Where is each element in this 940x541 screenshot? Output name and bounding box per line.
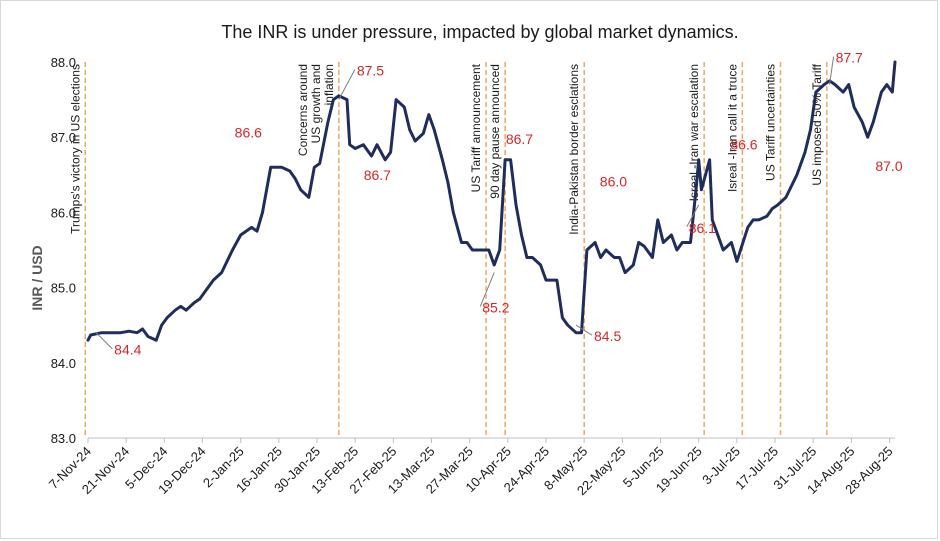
y-tick-label: 84.0 [51, 356, 76, 371]
data-label: 86.0 [600, 173, 627, 189]
data-label: 86.6 [235, 124, 262, 140]
data-label: 85.2 [482, 300, 509, 316]
chart-title: The INR is under pressure, impacted by g… [221, 22, 738, 42]
event-markers: Trumps's victory in US elections Concerns… [68, 62, 828, 438]
label-leader [95, 332, 113, 350]
data-labels: 84.4 86.6 87.5 86.7 85.2 86.7 84.5 86.0 86.1 86.6… [95, 50, 903, 358]
data-label: 84.5 [594, 328, 621, 344]
data-label: 87.0 [875, 158, 902, 174]
data-label: 86.1 [689, 220, 716, 236]
event-label: Concerns aroundUS growth andinflation [296, 64, 336, 156]
label-leader [479, 272, 495, 307]
label-leader [686, 204, 700, 228]
event-label: India-Pakistan border esclations [567, 64, 581, 235]
y-tick-label: 87.0 [51, 130, 76, 145]
event-label-line: inflation [322, 64, 336, 105]
event-label: Trumps's victory in US elections [68, 64, 82, 234]
event-label: US Tariff announcement [469, 63, 483, 192]
data-label: 86.7 [506, 131, 533, 147]
label-leader [575, 324, 593, 336]
y-axis: 83.0 84.0 85.0 86.0 87.0 88.0 [51, 55, 76, 446]
label-leader [338, 69, 356, 100]
event-label: US Tariff uncertainties [763, 64, 777, 181]
event-label: US imposed 50% Tariff [810, 63, 824, 185]
y-tick-label: 88.0 [51, 55, 76, 70]
data-label: 86.6 [730, 136, 757, 152]
y-tick-label: 83.0 [51, 431, 76, 446]
event-label-line: Concerns around [296, 64, 310, 156]
series-line [86, 60, 897, 342]
y-tick-label: 85.0 [51, 281, 76, 296]
event-label: 90 day pause announced [488, 64, 502, 199]
y-tick-label: 86.0 [51, 205, 76, 220]
event-label: Isreal -Iran war escalation [687, 64, 701, 201]
event-label: Isreal -Iran call it a truce [725, 64, 739, 192]
data-label: 86.7 [364, 167, 391, 183]
series-layer [86, 60, 897, 342]
y-axis-title: INR / USD [29, 245, 45, 310]
event-label-line: US growth and [309, 64, 323, 143]
data-label: 84.4 [114, 342, 141, 358]
data-label: 87.5 [357, 63, 384, 79]
label-leader [829, 56, 835, 85]
x-axis: 7-Nov-2421-Nov-245-Dec-2419-Dec-242-Jan-… [46, 437, 896, 498]
data-label: 87.7 [836, 50, 863, 66]
